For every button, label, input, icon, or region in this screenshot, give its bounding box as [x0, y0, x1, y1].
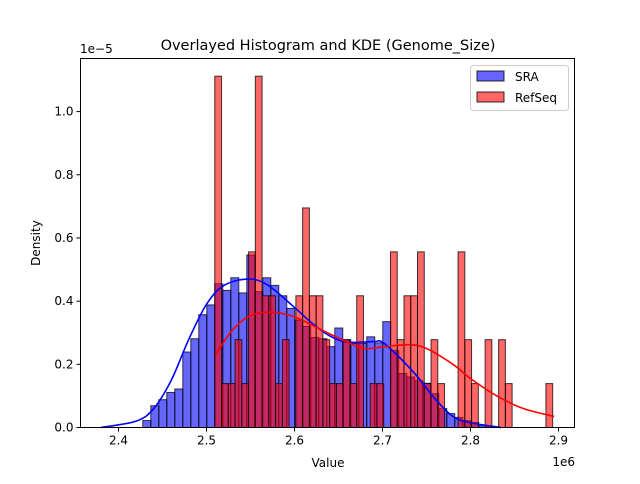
bar-sra: [174, 388, 184, 428]
y-axis: 0.0 0.2 0.4 0.6 0.8 1.0: [54, 105, 81, 435]
y-tick-label: 1.0: [54, 105, 73, 119]
y-offset-text: 1e−5: [80, 42, 113, 56]
x-tick-label: 2.4: [109, 434, 128, 448]
bar-refseq: [545, 383, 554, 429]
y-tick-label: 0.6: [54, 231, 73, 245]
x-tick-label: 2.7: [373, 434, 392, 448]
bar-refseq: [234, 339, 243, 428]
bar-refseq: [457, 251, 466, 428]
bar-refseq: [261, 295, 270, 429]
bar-refseq: [335, 383, 344, 429]
legend-label-sra: SRA: [515, 70, 539, 84]
bar-refseq: [396, 339, 405, 428]
bar-refseq: [464, 339, 473, 428]
bar-refseq: [295, 295, 304, 429]
x-axis-label: Value: [312, 456, 345, 470]
bar-refseq: [268, 295, 277, 429]
bar-refseq: [417, 251, 425, 428]
bar-refseq: [214, 75, 223, 429]
legend-label-refseq: RefSeq: [515, 91, 557, 105]
bar-sra: [142, 420, 152, 428]
x-tick-label: 2.8: [461, 434, 480, 448]
bar-refseq: [248, 251, 256, 428]
legend-swatch-refseq: [476, 91, 505, 103]
bar-refseq: [275, 383, 283, 429]
bar-refseq: [410, 295, 419, 429]
y-axis-label: Density: [29, 220, 43, 266]
bar-refseq: [369, 383, 378, 429]
chart-title: Overlayed Histogram and KDE (Genome_Size…: [161, 38, 496, 54]
bar-refseq: [254, 75, 263, 429]
kde-line-sra: [100, 278, 502, 429]
bar-refseq: [403, 295, 412, 429]
y-tick-label: 0.2: [54, 357, 73, 371]
bar-sra: [182, 351, 192, 429]
bar-sra: [198, 314, 208, 429]
bar-sra: [206, 304, 216, 428]
kde-line-refseq: [214, 311, 555, 418]
bar-sra: [150, 405, 160, 429]
bar-refseq: [308, 295, 317, 429]
y-tick-label: 0.0: [54, 421, 73, 435]
x-axis: 2.4 2.5 2.6 2.7 2.8 2.9: [109, 427, 568, 448]
x-offset-text: 1e6: [552, 455, 575, 469]
bar-refseq: [389, 251, 398, 428]
x-tick-label: 2.6: [285, 434, 304, 448]
bar-refseq: [227, 383, 236, 429]
bar-refseq: [471, 383, 479, 429]
legend-swatch-sra: [476, 70, 505, 82]
bar-refseq: [342, 339, 351, 428]
bar-sra: [166, 391, 176, 429]
axes-frame: [80, 58, 575, 428]
bar-refseq: [356, 295, 364, 429]
x-tick-label: 2.9: [549, 434, 568, 448]
bar-sra: [158, 399, 168, 429]
bar-refseq: [241, 383, 250, 429]
bar-refseq: [221, 383, 229, 429]
bar-sra: [190, 338, 200, 428]
bar-refseq: [376, 383, 385, 429]
bar-refseq: [281, 339, 290, 428]
y-tick-label: 0.4: [54, 294, 73, 308]
bar-refseq: [504, 383, 513, 429]
kde-lines: [100, 278, 555, 429]
bar-refseq: [484, 339, 493, 428]
bar-refseq: [322, 339, 331, 428]
x-tick-label: 2.5: [197, 434, 216, 448]
legend: SRA RefSeq: [470, 65, 569, 111]
bar-refseq: [349, 383, 358, 429]
y-tick-label: 0.8: [54, 168, 73, 182]
bar-refseq: [329, 383, 337, 429]
bar-refseq: [498, 339, 506, 428]
bar-refseq: [315, 295, 324, 429]
